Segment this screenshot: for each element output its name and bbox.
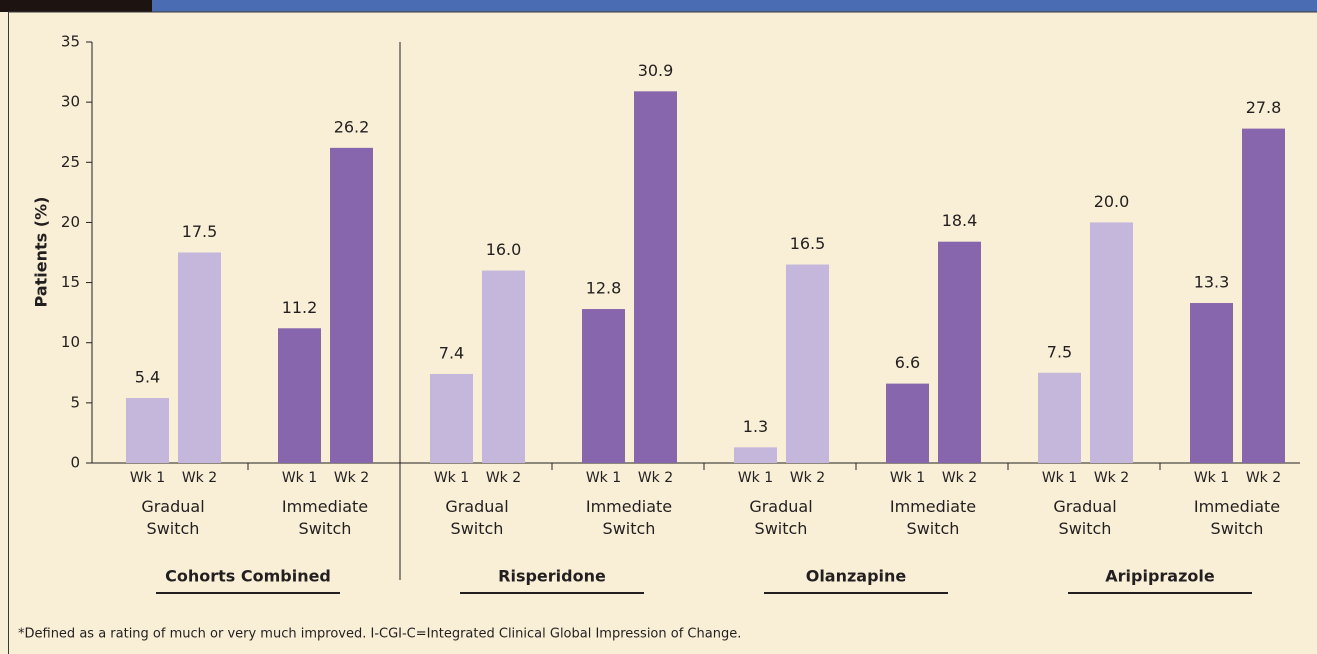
y-tick-label: 10: [61, 333, 80, 351]
week-label: Wk 2: [790, 470, 825, 486]
y-tick-label: 20: [61, 213, 80, 231]
y-tick-label: 0: [70, 454, 80, 472]
week-label: Wk 2: [638, 470, 673, 486]
week-label: Wk 1: [890, 470, 925, 486]
value-label: 11.2: [282, 298, 318, 317]
y-tick-label: 35: [61, 33, 80, 51]
bar: [1090, 222, 1133, 463]
switch-label: Immediate Switch: [281, 497, 369, 538]
value-label: 1.3: [743, 417, 768, 436]
value-label: 13.3: [1194, 273, 1230, 292]
bar: [1038, 372, 1081, 463]
value-label: 18.4: [942, 211, 978, 230]
bar: [482, 270, 525, 463]
bar: [582, 309, 625, 463]
switch-label: Gradual Switch: [749, 497, 813, 538]
week-label: Wk 1: [1042, 470, 1077, 486]
week-label: Wk 2: [334, 470, 369, 486]
switch-label: Gradual Switch: [445, 497, 509, 538]
week-label: Wk 2: [1094, 470, 1129, 486]
top-band: [0, 0, 1317, 12]
week-label: Wk 1: [1194, 470, 1229, 486]
bar: [178, 252, 221, 463]
value-label: 20.0: [1094, 192, 1130, 211]
y-tick-label: 25: [61, 153, 80, 171]
y-tick-label: 15: [61, 273, 80, 291]
value-label: 26.2: [334, 117, 370, 136]
group-label: Aripiprazole: [1105, 567, 1215, 586]
week-label: Wk 1: [130, 470, 165, 486]
bar: [886, 383, 929, 463]
top-corner: [0, 0, 152, 12]
y-tick-label: 30: [61, 93, 80, 111]
value-label: 12.8: [586, 279, 622, 298]
week-label: Wk 2: [942, 470, 977, 486]
bar: [1242, 128, 1285, 463]
value-label: 27.8: [1246, 98, 1282, 117]
value-label: 16.5: [790, 234, 826, 253]
week-label: Wk 1: [738, 470, 773, 486]
switch-label: Gradual Switch: [1053, 497, 1117, 538]
bar: [786, 264, 829, 463]
week-label: Wk 1: [586, 470, 621, 486]
switch-label: Gradual Switch: [141, 497, 205, 538]
footnote: *Defined as a rating of much or very muc…: [18, 627, 741, 642]
value-label: 5.4: [135, 368, 160, 387]
week-label: Wk 2: [486, 470, 521, 486]
week-label: Wk 1: [282, 470, 317, 486]
bar: [1190, 303, 1233, 463]
group-label: Cohorts Combined: [165, 567, 331, 586]
bar: [278, 328, 321, 463]
bar: [634, 91, 677, 464]
bar: [126, 398, 169, 463]
switch-label: Immediate Switch: [889, 497, 977, 538]
value-label: 7.4: [439, 343, 464, 362]
value-label: 17.5: [182, 222, 218, 241]
bar: [430, 373, 473, 463]
bar: [734, 447, 777, 463]
bar: [938, 241, 981, 463]
bar: [330, 147, 373, 463]
value-label: 30.9: [638, 61, 674, 80]
switch-label: Immediate Switch: [585, 497, 673, 538]
group-label: Olanzapine: [806, 567, 907, 586]
week-label: Wk 1: [434, 470, 469, 486]
frame: [8, 11, 1317, 654]
y-tick-label: 5: [70, 393, 80, 411]
value-label: 7.5: [1047, 342, 1072, 361]
value-label: 16.0: [486, 240, 522, 259]
switch-label: Immediate Switch: [1193, 497, 1281, 538]
group-label: Risperidone: [498, 567, 606, 586]
week-label: Wk 2: [1246, 470, 1281, 486]
value-label: 6.6: [895, 353, 920, 372]
y-axis-label: Patients (%): [32, 197, 51, 308]
week-label: Wk 2: [182, 470, 217, 486]
